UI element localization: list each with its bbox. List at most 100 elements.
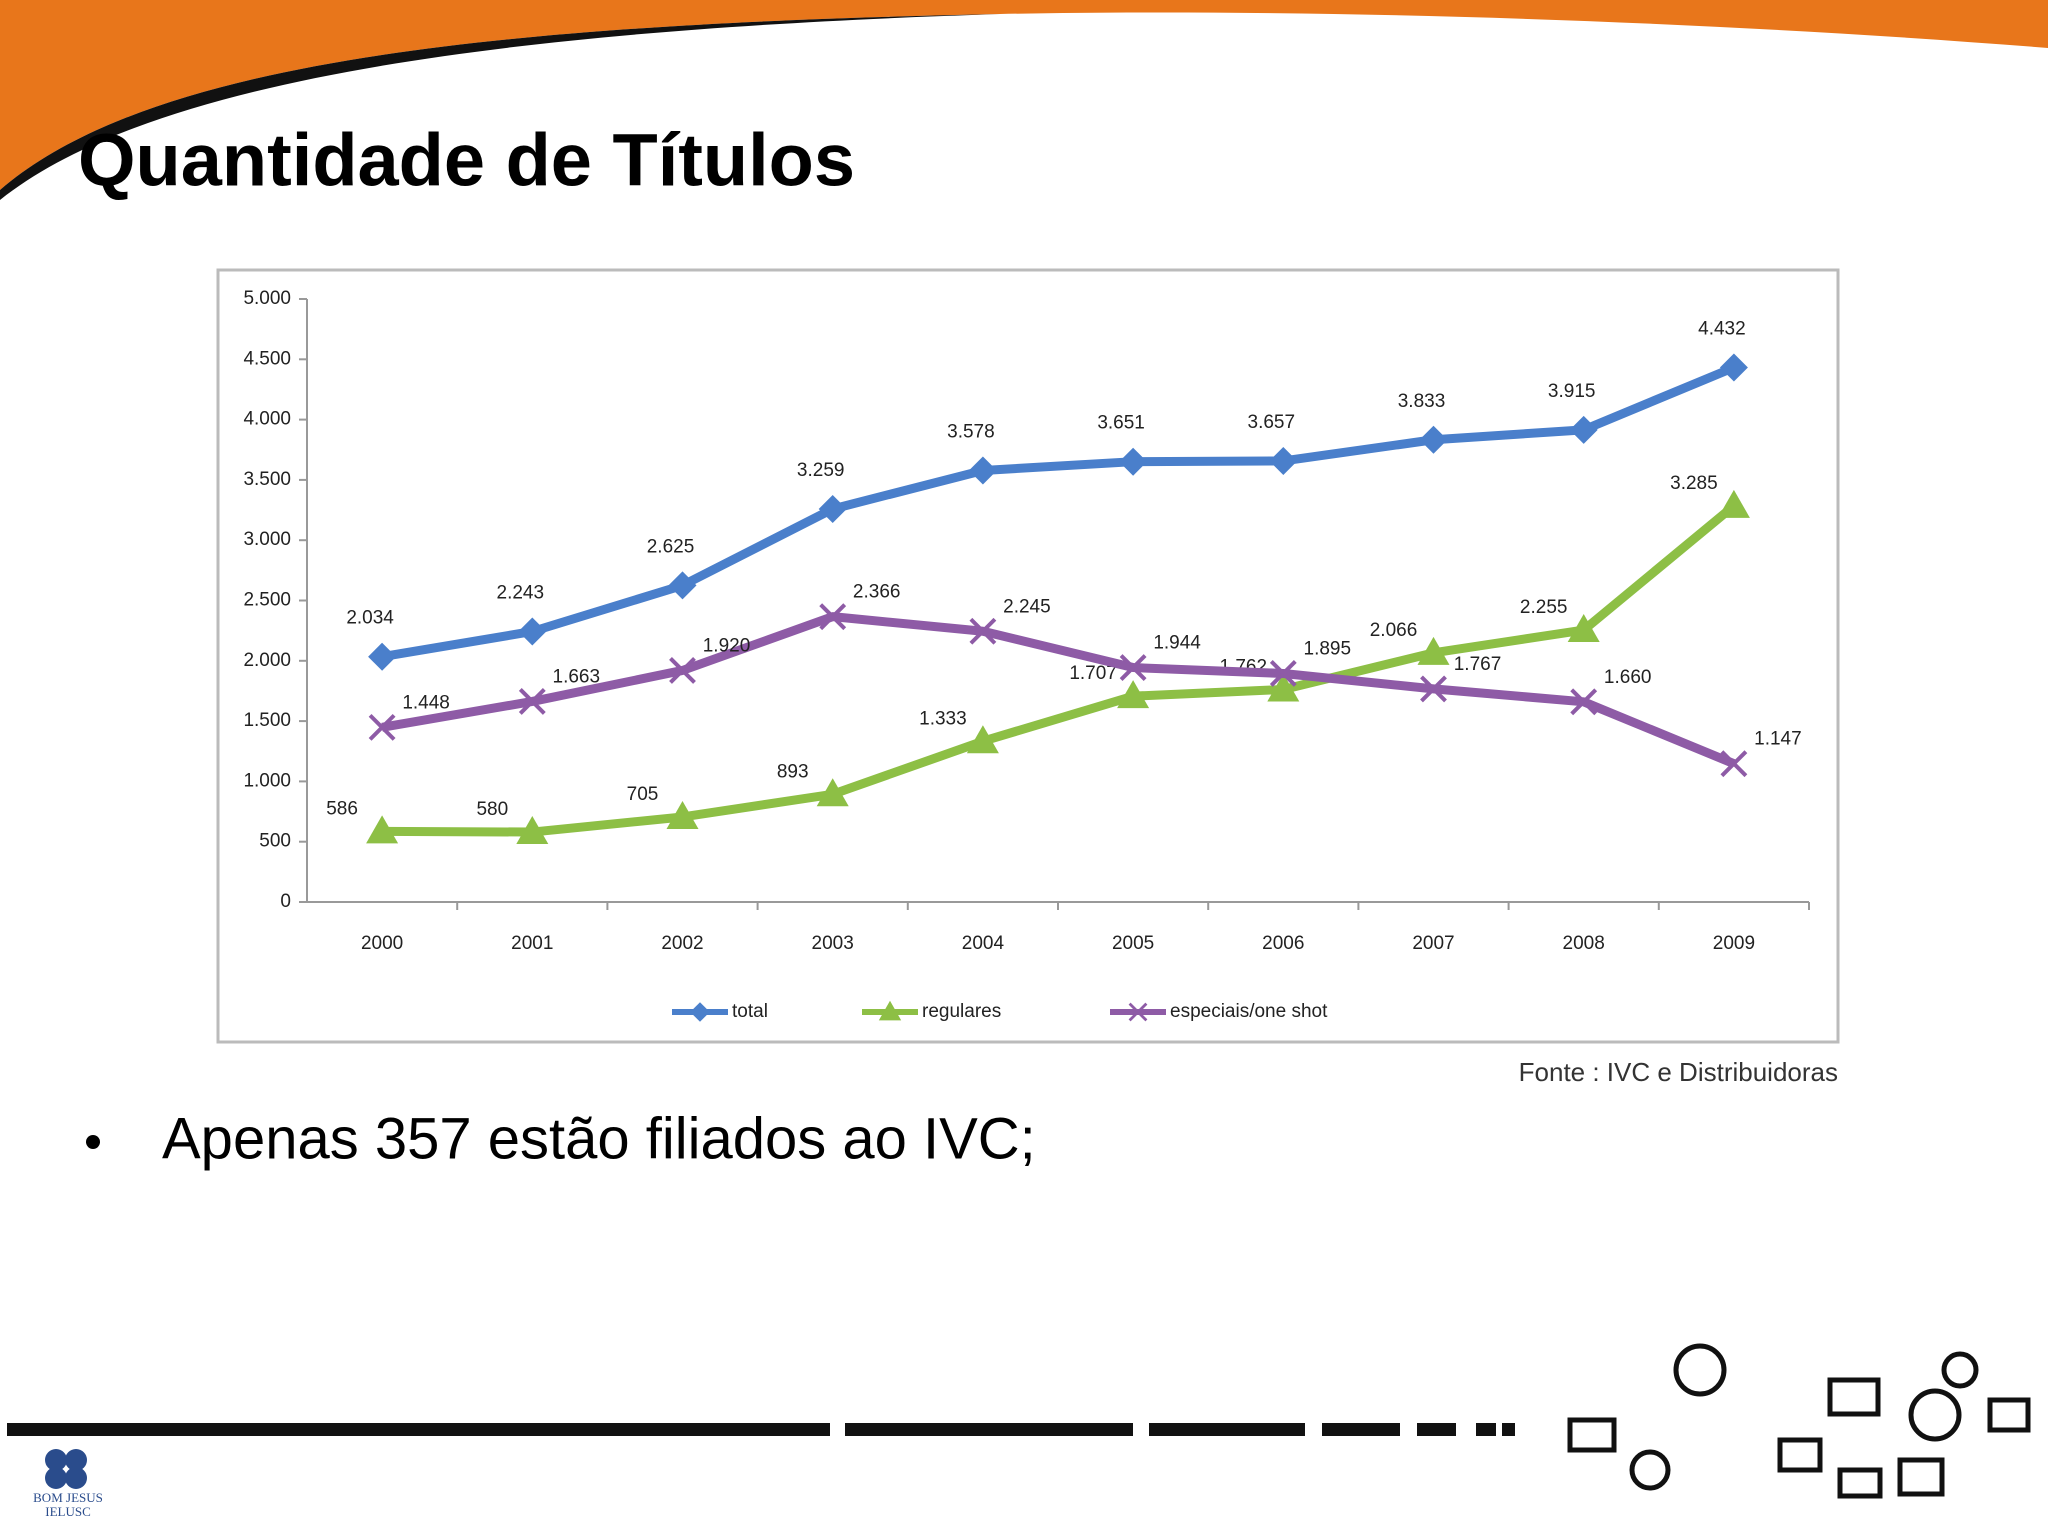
marker — [518, 688, 546, 715]
media-icons — [1567, 1343, 2031, 1499]
footer-rule — [7, 1423, 1515, 1436]
data-label: 1.944 — [1153, 633, 1201, 654]
bullet-dot — [86, 1135, 100, 1149]
legend-label: especiais/one shot — [1170, 1001, 1328, 1022]
marker — [1417, 636, 1450, 665]
data-label: 2.245 — [1003, 596, 1051, 617]
marker — [966, 725, 999, 754]
marker — [668, 571, 697, 600]
data-label: 1.660 — [1604, 667, 1652, 688]
x-tick-label: 2007 — [1412, 933, 1454, 954]
source: Fonte : IVC e Distribuidoras — [1519, 1057, 1838, 1087]
data-label: 2.625 — [647, 536, 695, 557]
marker — [1570, 688, 1598, 716]
header-band — [0, 0, 2048, 190]
marker — [968, 456, 997, 485]
data-label: 4.432 — [1698, 319, 1746, 340]
data-label: 1.707 — [1069, 663, 1117, 684]
legend-label: total — [732, 1001, 768, 1022]
marker — [1720, 750, 1748, 778]
marker — [1419, 425, 1448, 454]
marker — [818, 494, 847, 523]
chart-frame — [216, 268, 1840, 1044]
y-tick-label: 3.500 — [243, 469, 291, 490]
data-label: 1.147 — [1754, 729, 1802, 750]
data-label: 580 — [476, 799, 508, 820]
y-tick-label: 2.500 — [243, 590, 291, 611]
marker — [969, 617, 997, 645]
x-tick-label: 2003 — [812, 933, 854, 954]
marker — [1719, 353, 1748, 382]
data-label: 2.243 — [497, 583, 545, 604]
marker — [1567, 614, 1600, 643]
logo-line: BOM JESUS — [33, 1490, 103, 1505]
marker — [1420, 675, 1447, 703]
data-label: 1.767 — [1454, 654, 1502, 675]
y-tick-label: 1.500 — [243, 710, 291, 731]
marker — [878, 1000, 902, 1021]
y-tick-label: 1.000 — [243, 770, 291, 791]
y-tick-label: 5.000 — [243, 288, 291, 309]
data-label: 1.663 — [553, 666, 601, 687]
marker — [368, 642, 397, 671]
data-label: 3.651 — [1097, 413, 1145, 434]
marker — [1267, 673, 1300, 702]
data-label: 3.578 — [947, 422, 995, 443]
data-label: 3.915 — [1548, 381, 1596, 402]
data-label: 1.895 — [1304, 638, 1352, 659]
marker — [1569, 415, 1598, 444]
x-tick-label: 2001 — [511, 933, 553, 954]
data-label: 893 — [777, 761, 809, 782]
y-tick-label: 2.000 — [243, 650, 291, 671]
marker — [819, 603, 847, 631]
marker — [1717, 489, 1750, 518]
marker — [1269, 446, 1298, 475]
y-tick-label: 3.000 — [243, 529, 291, 550]
x-tick-label: 2006 — [1262, 933, 1304, 954]
data-label: 1.333 — [919, 708, 967, 729]
data-label: 2.255 — [1520, 597, 1568, 618]
x-tick-label: 2004 — [962, 933, 1005, 954]
y-tick-label: 0 — [280, 891, 291, 912]
marker — [666, 800, 699, 829]
marker — [1119, 654, 1147, 681]
x-tick-label: 2005 — [1112, 933, 1154, 954]
data-label: 3.657 — [1248, 412, 1296, 433]
marker — [1269, 660, 1297, 687]
series-line — [382, 502, 1737, 837]
marker — [1128, 1002, 1148, 1022]
y-tick-label: 4.000 — [243, 409, 291, 430]
x-tick-label: 2002 — [661, 933, 703, 954]
data-label: 3.285 — [1670, 473, 1718, 494]
series-line — [381, 612, 1736, 768]
data-label: 705 — [627, 784, 659, 805]
marker — [816, 778, 849, 807]
x-tick-label: 2009 — [1713, 933, 1755, 954]
marker — [516, 816, 549, 845]
y-tick-label: 500 — [259, 831, 291, 852]
marker — [518, 617, 547, 646]
data-label: 2.066 — [1370, 620, 1418, 641]
slide-title: Quantidade de Títulos — [78, 119, 855, 202]
bullet-text: Apenas 357 estão filiados ao IVC; — [162, 1106, 1036, 1171]
y-tick-label: 4.500 — [243, 348, 291, 369]
marker — [1119, 447, 1148, 476]
logo: BOM JESUS IELUSC — [33, 1449, 103, 1519]
data-label: 2.034 — [346, 608, 394, 629]
logo-line: IELUSC — [45, 1504, 91, 1519]
data-label: 3.833 — [1398, 391, 1446, 412]
data-label: 1.448 — [402, 692, 450, 713]
data-label: 2.366 — [853, 582, 901, 603]
legend-label: regulares — [922, 1001, 1001, 1022]
marker — [1117, 680, 1150, 709]
data-label: 3.259 — [797, 460, 845, 481]
data-label: 586 — [326, 798, 358, 819]
series-line — [381, 363, 1736, 662]
marker — [366, 815, 399, 844]
x-tick-label: 2000 — [361, 933, 403, 954]
x-tick-label: 2008 — [1563, 933, 1605, 954]
data-label: 1.920 — [703, 635, 751, 656]
marker — [368, 713, 396, 741]
marker — [669, 657, 696, 684]
